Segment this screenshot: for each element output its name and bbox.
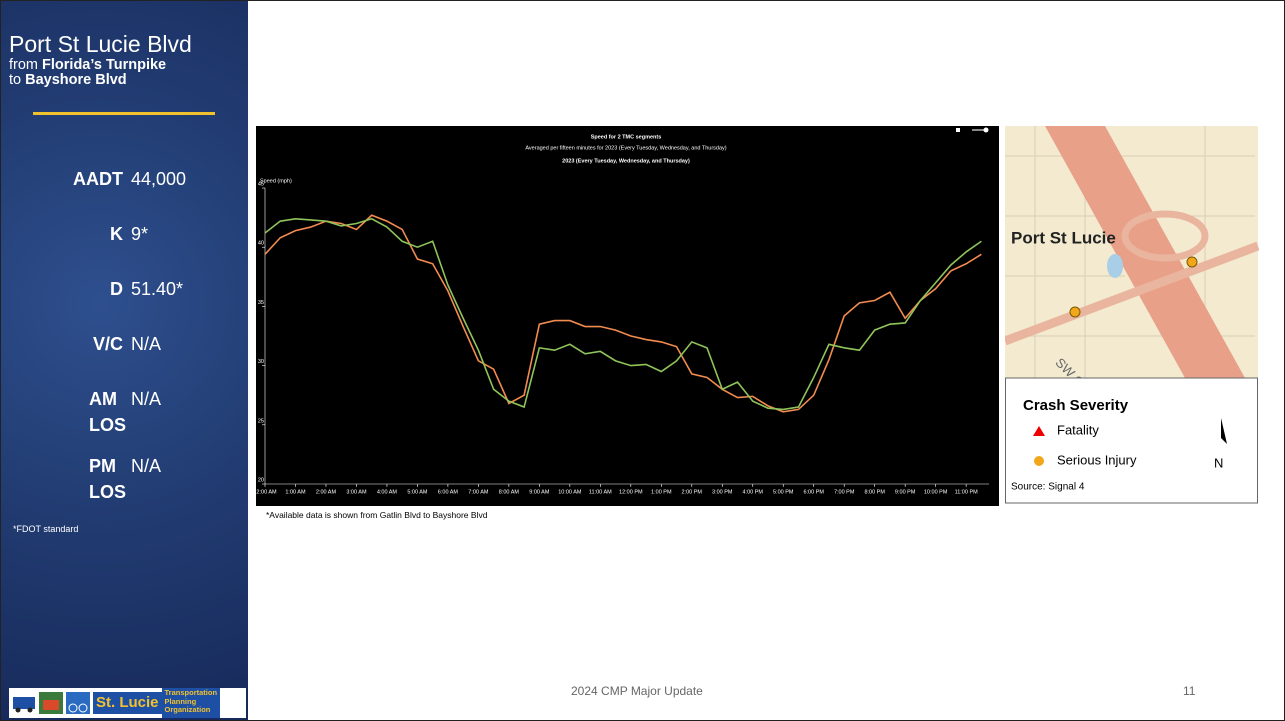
legend-fatality: Fatality [1057, 422, 1099, 437]
bus-icon [13, 697, 35, 713]
x-tick-label: 11:00 AM [589, 489, 612, 495]
x-tick-label: 9:00 PM [895, 489, 916, 495]
y-tick-label: 45 [258, 181, 264, 187]
to-word: to [9, 72, 22, 88]
toolbar-icon[interactable] [956, 128, 960, 132]
x-tick-label: 8:00 PM [864, 489, 885, 495]
stat-row: K 9* [41, 221, 241, 247]
x-tick-label: 11:00 PM [955, 489, 979, 495]
x-tick-label: 6:00 PM [803, 489, 824, 495]
legend-injury: Serious Injury [1057, 452, 1137, 467]
chart-subtitle: 2023 (Every Tuesday, Wednesday, and Thur… [562, 158, 690, 164]
y-axis-label: Speed (mph) [260, 178, 292, 184]
map-source: Source: Signal 4 [1011, 482, 1085, 493]
chart-background [256, 126, 999, 506]
stat-row: AADT 44,000 [41, 166, 241, 192]
chart: Speed for 2 TMC segments Averaged per fi… [256, 126, 999, 506]
stat-row: V/C N/A [41, 331, 241, 357]
logo-org-line: Planning [164, 696, 197, 706]
y-tick-label: 25 [258, 418, 264, 424]
series-line [264, 214, 982, 413]
stat-value: N/A [131, 389, 162, 409]
fatality-symbol [1033, 426, 1045, 436]
crash-marker [1069, 306, 1081, 318]
x-tick-label: 2:00 PM [682, 489, 703, 495]
x-tick-label: 12:00 PM [619, 489, 643, 495]
x-tick-label: 4:00 AM [377, 489, 398, 495]
to-line: to Bayshore Blvd [9, 73, 127, 88]
x-tick-label: 10:00 PM [924, 489, 948, 495]
logo-org-line: Transportation [164, 688, 218, 697]
chart-note: *Available data is shown from Gatlin Blv… [266, 510, 488, 520]
map-place: Port St Lucie [1011, 228, 1116, 247]
from-word: from [9, 57, 38, 73]
x-tick-label: 6:00 AM [438, 489, 459, 495]
logo-org: Transportation Planning Organization [161, 688, 221, 718]
stat-label: AM LOS [89, 389, 127, 435]
stat-label: D [110, 279, 123, 299]
to-road: Bayshore Blvd [25, 72, 127, 88]
x-tick-label: 5:00 AM [407, 489, 428, 495]
x-tick-label: 1:00 AM [285, 489, 306, 495]
north-arrow [1221, 418, 1227, 444]
x-tick-label: 7:00 AM [468, 489, 489, 495]
from-line: from Florida’s Turnpike [9, 58, 166, 73]
map: Port St Lucie SW Cameo Crash Severity Fa… [1005, 126, 1259, 504]
stat-value: 9* [131, 224, 149, 244]
chart-subtitle: Averaged per fifteen minutes for 2023 (E… [525, 145, 726, 151]
sidebar-title: Port St Lucie Blvd [9, 31, 192, 57]
x-tick-label: 3:00 AM [346, 489, 367, 495]
x-tick-label: 8:00 AM [499, 489, 520, 495]
logo: St. Lucie Transportation Planning Organi… [9, 688, 246, 718]
x-tick-label: 7:00 PM [834, 489, 855, 495]
x-tick-label: 12:00 AM [256, 489, 277, 495]
sidebar: Port St Lucie Blvd from Florida’s Turnpi… [1, 1, 248, 720]
toggle[interactable] [972, 129, 986, 131]
x-tick-label: 9:00 AM [529, 489, 550, 495]
toggle-knob[interactable] [983, 127, 989, 133]
note: *FDOT standard [13, 524, 79, 534]
footer-title: 2024 CMP Major Update [571, 684, 703, 698]
stat-value: N/A [131, 456, 162, 476]
injury-symbol [1034, 456, 1044, 466]
stat-row: AM LOS N/A [41, 386, 241, 438]
north-label: N [1214, 455, 1223, 470]
x-tick-label: 1:00 PM [651, 489, 672, 495]
y-tick-label: 40 [258, 241, 264, 247]
title-underline [33, 112, 215, 115]
legend-title: Crash Severity [1023, 397, 1129, 414]
rail-icon [39, 692, 63, 714]
pond [1107, 254, 1123, 278]
stat-value: 51.40* [131, 279, 184, 299]
chart-title: Speed for 2 TMC segments [591, 134, 662, 140]
stat-label: AADT [73, 169, 123, 189]
crash-marker [1186, 256, 1198, 268]
stat-row: D 51.40* [41, 276, 241, 302]
stat-label: PM LOS [89, 456, 127, 502]
logo-org-line: Organization [164, 705, 211, 714]
from-road: Florida’s Turnpike [42, 57, 167, 73]
stat-row: PM LOS N/A [41, 453, 241, 505]
y-tick-label: 35 [258, 300, 264, 306]
series-line [264, 217, 982, 411]
legend-box [1005, 377, 1258, 504]
interchange [1121, 210, 1209, 262]
boulevard [1005, 241, 1259, 346]
x-tick-label: 2:00 AM [316, 489, 337, 495]
y-tick-label: 30 [258, 359, 264, 365]
stat-value: N/A [131, 334, 162, 354]
stat-label: V/C [92, 334, 123, 354]
logo-name: St. Lucie [93, 692, 162, 714]
stat-value: 44,000 [131, 169, 187, 189]
x-tick-label: 4:00 PM [743, 489, 764, 495]
x-tick-label: 5:00 PM [773, 489, 794, 495]
x-tick-label: 10:00 AM [558, 489, 582, 495]
x-tick-label: 3:00 PM [712, 489, 733, 495]
stat-label: K [110, 224, 123, 244]
y-tick-label: 20 [258, 477, 264, 483]
bike-icon [66, 692, 90, 714]
page-number: 11 [1183, 684, 1196, 698]
